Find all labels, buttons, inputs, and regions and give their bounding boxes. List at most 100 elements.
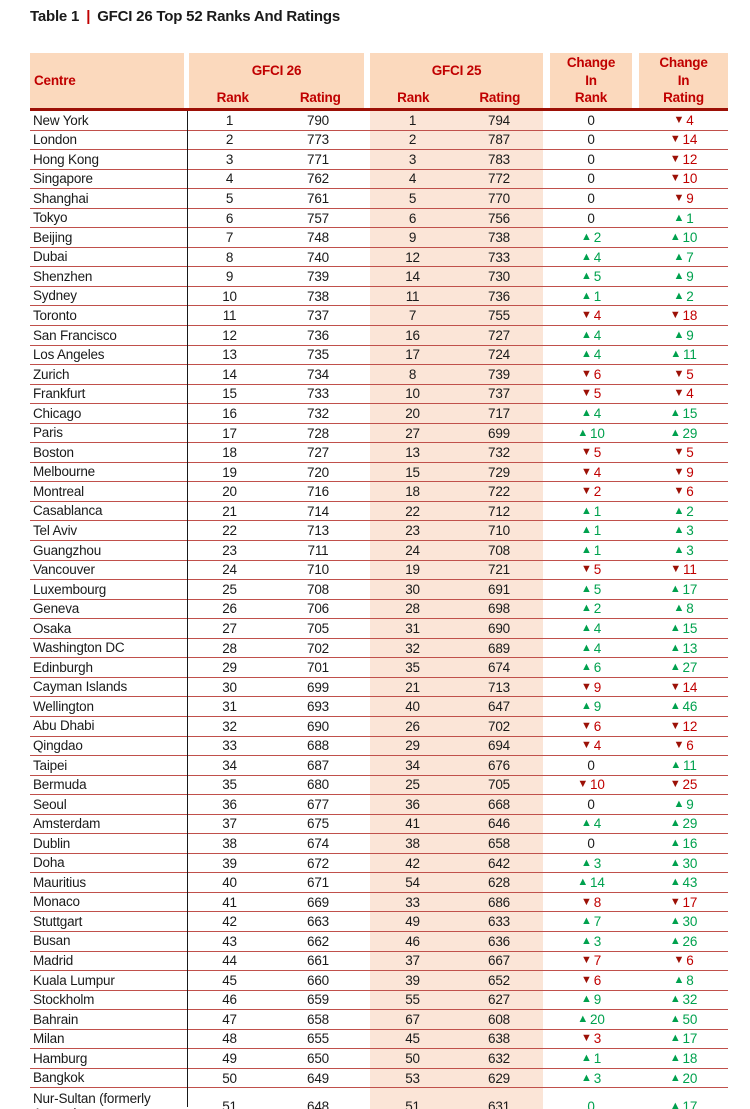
gfci26-rank-cell: 4 bbox=[225, 171, 234, 187]
gfci26-rating-cell: 701 bbox=[307, 660, 329, 676]
down-triangle-icon: ▼ bbox=[673, 446, 685, 459]
column-gap bbox=[543, 854, 550, 873]
change-in-rank-cell: ▲ 1 bbox=[550, 541, 632, 560]
column-gap bbox=[632, 502, 639, 521]
gfci25-rank-cell: 11 bbox=[370, 286, 455, 306]
gfci26-rating-cell: 708 bbox=[307, 581, 329, 597]
change-in-rank-cell: ▼ 9 bbox=[550, 678, 632, 697]
change-value: 10 bbox=[590, 777, 605, 793]
table-row: Geneva 26 706 28 698 ▲ 2 ▲ 8 bbox=[30, 599, 728, 620]
up-triangle-icon: ▲ bbox=[581, 504, 592, 517]
change-in-rank-cell: ▲ 9 bbox=[550, 697, 632, 716]
centre-name-cell: Seoul bbox=[33, 796, 67, 812]
up-triangle-icon: ▲ bbox=[581, 582, 592, 595]
table-row: Chicago 16 732 20 717 ▲ 4 ▲ 15 bbox=[30, 404, 728, 424]
centre-name-cell: Taipei bbox=[33, 757, 68, 773]
change-value: 3 bbox=[593, 855, 602, 871]
down-triangle-icon: ▼ bbox=[673, 485, 685, 498]
up-triangle-icon: ▲ bbox=[669, 1012, 681, 1025]
column-gap bbox=[543, 580, 550, 599]
gfci26-rating-cell: 658 bbox=[307, 1011, 329, 1027]
table-row: Frankfurt 15 733 10 737 ▼ 5 ▼ 4 bbox=[30, 384, 728, 405]
gfci25-rating-cell: 705 bbox=[455, 775, 543, 795]
change-in-rank-cell: 0 bbox=[587, 171, 595, 187]
change-value: 17 bbox=[682, 894, 698, 910]
down-triangle-icon: ▼ bbox=[581, 1032, 592, 1045]
up-triangle-icon: ▲ bbox=[581, 661, 592, 674]
gfci26-rank-cell: 45 bbox=[222, 972, 237, 988]
column-gap bbox=[543, 189, 550, 208]
gfci26-rank-cell: 17 bbox=[222, 425, 237, 441]
centre-name-cell: Sydney bbox=[33, 288, 77, 304]
down-triangle-icon: ▼ bbox=[673, 465, 685, 478]
column-gap bbox=[632, 1030, 639, 1049]
gfci25-rating-cell: 652 bbox=[455, 971, 543, 990]
up-triangle-icon: ▲ bbox=[669, 231, 681, 244]
column-gap bbox=[543, 541, 550, 560]
gfci26-rating-cell: 655 bbox=[307, 1031, 329, 1047]
change-value: 43 bbox=[682, 875, 698, 891]
column-gap bbox=[632, 306, 639, 325]
change-in-rating-cell: ▼ 6 bbox=[639, 952, 728, 971]
gfci26-rank-cell: 21 bbox=[222, 503, 237, 519]
header-rating-word: Rating bbox=[663, 90, 704, 106]
change-value: 15 bbox=[682, 620, 698, 636]
table-row: Paris 17 728 27 699 ▲ 10 ▲ 29 bbox=[30, 423, 728, 444]
column-gap bbox=[632, 424, 639, 443]
change-value: 9 bbox=[686, 796, 694, 812]
gfci25-rating-cell: 694 bbox=[455, 736, 543, 756]
change-value: 4 bbox=[593, 405, 602, 421]
gfci26-rating-cell: 714 bbox=[307, 503, 329, 519]
change-in-rank-cell: ▼ 6 bbox=[550, 717, 632, 736]
up-triangle-icon: ▲ bbox=[673, 504, 685, 517]
table-row: Montreal 20 716 18 722 ▼ 2 ▼ 6 bbox=[30, 482, 728, 502]
gfci26-rating-cell: 674 bbox=[307, 836, 329, 851]
gfci25-rating-cell: 737 bbox=[455, 384, 543, 404]
up-triangle-icon: ▲ bbox=[673, 543, 685, 556]
centre-name-cell: Dublin bbox=[33, 835, 71, 851]
table-row: Singapore 4 762 4 772 0 ▼ 10 bbox=[30, 169, 728, 190]
gfci26-rank-cell: 11 bbox=[222, 308, 237, 324]
up-triangle-icon: ▲ bbox=[669, 621, 681, 634]
table-row: Stockholm 46 659 55 627 ▲ 9 ▲ 32 bbox=[30, 990, 728, 1011]
column-gap bbox=[543, 482, 550, 501]
down-triangle-icon: ▼ bbox=[673, 367, 685, 380]
down-triangle-icon: ▼ bbox=[581, 465, 592, 478]
gfci25-rating-cell: 627 bbox=[455, 990, 543, 1010]
gfci26-rank-cell: 2 bbox=[225, 132, 234, 148]
column-gap bbox=[543, 1069, 550, 1088]
gfci25-rating-cell: 710 bbox=[455, 521, 543, 541]
column-gap bbox=[632, 267, 639, 286]
gfci25-rating-cell: 667 bbox=[455, 951, 543, 971]
centre-name-cell: Guangzhou bbox=[33, 542, 102, 558]
change-in-rank-cell: ▲ 4 bbox=[550, 815, 632, 834]
centre-name-cell: Doha bbox=[33, 855, 65, 871]
change-in-rank-cell: ▲ 2 bbox=[550, 600, 632, 619]
gfci26-rank-cell: 26 bbox=[222, 601, 237, 617]
change-value: 29 bbox=[682, 425, 698, 441]
column-gap bbox=[543, 502, 550, 521]
table-row: Stuttgart 42 663 49 633 ▲ 7 ▲ 30 bbox=[30, 912, 728, 932]
header-gfci25-subrow: Rank Rating bbox=[370, 87, 543, 108]
down-triangle-icon: ▼ bbox=[581, 954, 592, 967]
change-value: 3 bbox=[593, 1070, 602, 1086]
column-gap bbox=[632, 463, 639, 482]
change-value: 8 bbox=[686, 601, 694, 617]
change-in-rating-cell: ▼ 5 bbox=[639, 443, 728, 462]
column-gap bbox=[632, 756, 639, 775]
change-in-rating-cell: ▲ 27 bbox=[639, 658, 728, 677]
gfci25-rating-cell: 721 bbox=[455, 560, 543, 580]
gfci26-rating-cell: 662 bbox=[307, 933, 329, 949]
table-row: Los Angeles 13 735 17 724 ▲ 4 ▲ 11 bbox=[30, 345, 728, 366]
column-gap bbox=[543, 561, 550, 580]
change-in-rank-cell: ▼ 3 bbox=[550, 1030, 632, 1049]
column-gap bbox=[632, 580, 639, 599]
gfci26-rank-cell: 5 bbox=[225, 190, 234, 206]
gfci25-rating-cell: 646 bbox=[455, 814, 543, 834]
gfci25-rating-cell: 676 bbox=[455, 756, 543, 775]
gfci25-rank-cell: 51 bbox=[370, 1088, 455, 1109]
change-in-rating-cell: ▲ 13 bbox=[639, 639, 728, 658]
change-in-rating-cell: ▼ 14 bbox=[639, 678, 728, 697]
gfci26-rating-cell: 650 bbox=[307, 1051, 329, 1067]
column-gap bbox=[543, 209, 550, 228]
